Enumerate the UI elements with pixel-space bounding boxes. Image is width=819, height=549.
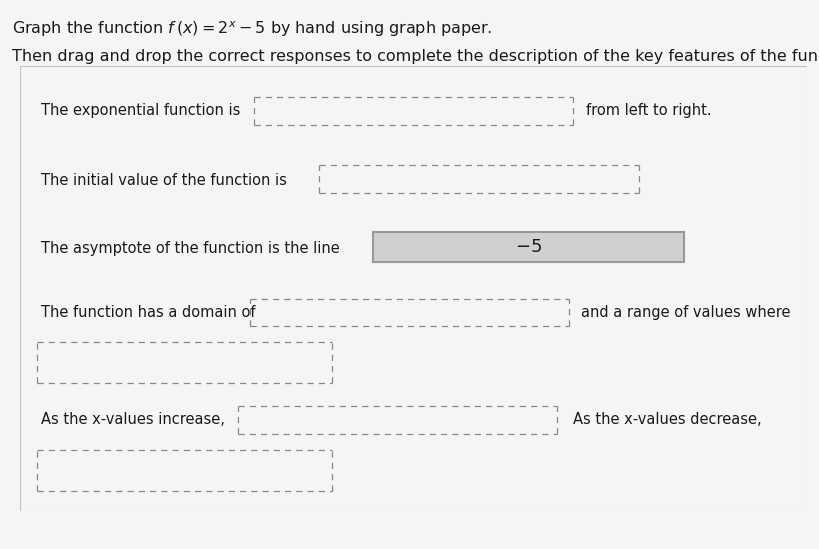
Text: Then drag and drop the correct responses to complete the description of the key : Then drag and drop the correct responses… [12, 49, 819, 64]
Text: The initial value of the function is: The initial value of the function is [41, 172, 287, 188]
Text: The asymptote of the function is the line: The asymptote of the function is the lin… [41, 240, 340, 256]
Text: $-5$: $-5$ [515, 238, 541, 256]
Text: and a range of values where: and a range of values where [581, 305, 791, 320]
Text: As the x-values increase,: As the x-values increase, [41, 412, 225, 428]
Text: The exponential function is: The exponential function is [41, 103, 240, 119]
Text: from left to right.: from left to right. [586, 103, 711, 119]
Bar [373, 232, 684, 262]
Text: Graph the function $f\,(x) = 2^x - 5$ by hand using graph paper.: Graph the function $f\,(x) = 2^x - 5$ by… [12, 19, 492, 39]
Text: As the x-values decrease,: As the x-values decrease, [573, 412, 762, 428]
Text: The function has a domain of: The function has a domain of [41, 305, 256, 321]
